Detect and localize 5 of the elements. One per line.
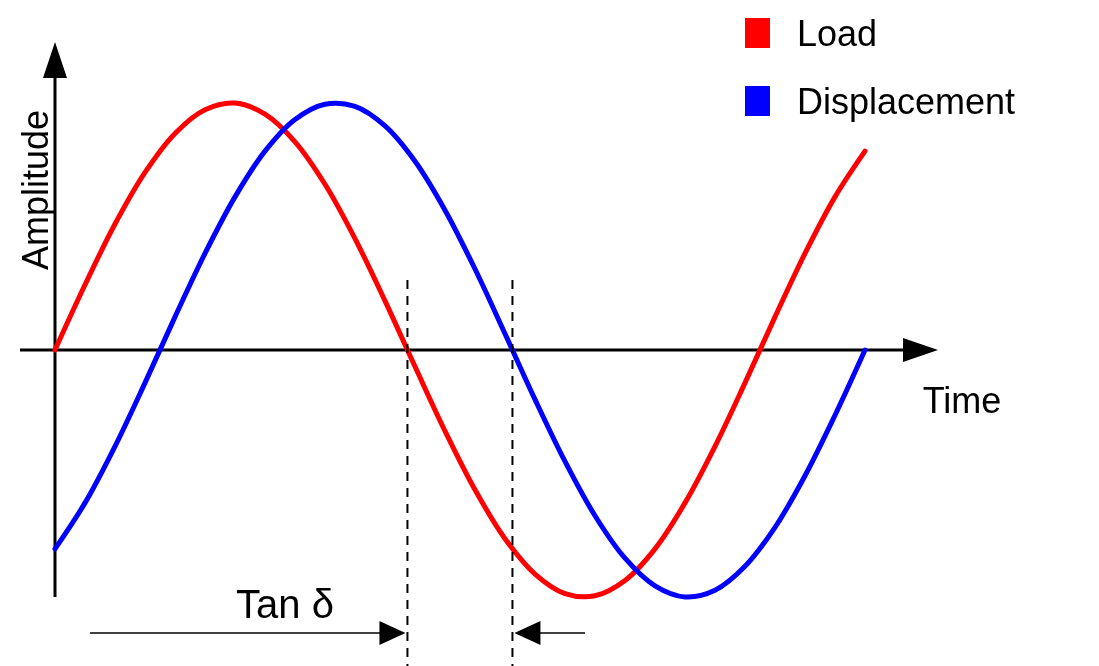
legend-label: Displacement <box>797 81 1016 122</box>
annotation: Tan δ <box>236 582 334 626</box>
y-axis-title: Amplitude <box>15 109 56 271</box>
legend-label: Load <box>797 13 878 54</box>
x-axis-title: Time <box>922 380 1002 421</box>
